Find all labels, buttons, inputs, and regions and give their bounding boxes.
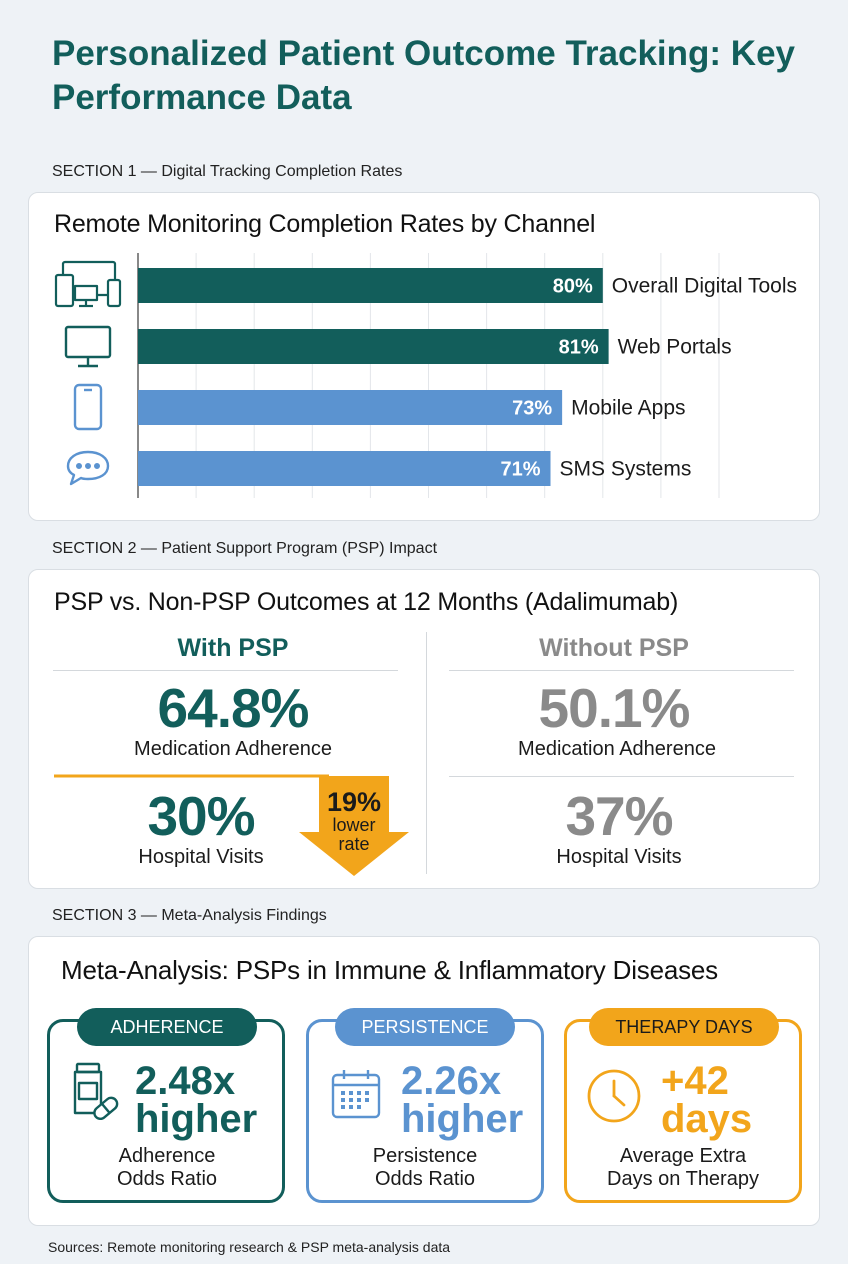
persistence-label: Persistence Odds Ratio [345, 1145, 505, 1191]
therapy-days-label-line1: Average Extra [619, 1145, 747, 1167]
section-3-label: SECTION 3 — Meta-Analysis Findings [52, 907, 327, 924]
persistence-pill: PERSISTENCE [335, 1008, 515, 1046]
page-title: Personalized Patient Outcome Tracking: K… [52, 34, 795, 117]
bar-web-portals [138, 329, 609, 364]
devices-icon [51, 259, 125, 311]
without-psp-mid-rule [449, 776, 794, 777]
adherence-pill: ADHERENCE [77, 1008, 257, 1046]
therapy-days-label-line2: Days on Therapy [607, 1168, 759, 1190]
adherence-value-suffix: higher [135, 1097, 258, 1141]
persistence-label-line1: Persistence [372, 1145, 478, 1167]
bar-mobile-apps [138, 390, 563, 425]
without-psp-adherence-label: Medication Adherence [518, 738, 716, 760]
bar-value-label: 81% [559, 337, 599, 359]
persistence-value: 2.26x [401, 1059, 502, 1103]
reduction-arrow [54, 774, 409, 876]
calendar-icon [329, 1067, 383, 1126]
without-psp-visits-label: Hospital Visits [556, 846, 682, 868]
psp-outcomes-title: PSP vs. Non-PSP Outcomes at 12 Months (A… [54, 588, 679, 616]
completion-rates-title: Remote Monitoring Completion Rates by Ch… [54, 210, 596, 238]
persistence-box [306, 1019, 544, 1203]
without-psp-adherence-value: 50.1% [538, 677, 691, 739]
adherence-value: 2.48x [135, 1059, 236, 1103]
therapy-days-value-suffix: days [661, 1097, 753, 1141]
without-psp-rule [449, 670, 794, 671]
bar-category-label: Overall Digital Tools [612, 275, 797, 298]
sources-note: Sources: Remote monitoring research & PS… [48, 1239, 451, 1255]
adherence-box [47, 1019, 285, 1203]
bar-category-label: Web Portals [618, 336, 732, 359]
reduction-callout: 19% lower rate [315, 788, 393, 854]
reduction-line2: rate [338, 834, 370, 854]
therapy-days-label: Average Extra Days on Therapy [585, 1145, 781, 1191]
with-psp-heading: With PSP [177, 634, 289, 662]
clock-icon [585, 1067, 643, 1130]
adherence-label-line1: Adherence [118, 1145, 216, 1167]
bar-sms-systems [138, 451, 551, 486]
bar-category-label: Mobile Apps [571, 397, 685, 420]
psp-outcomes-card: PSP vs. Non-PSP Outcomes at 12 Months (A… [28, 569, 820, 889]
adherence-label: Adherence Odds Ratio [87, 1145, 247, 1191]
bar-value-label: 71% [500, 459, 540, 481]
completion-bar-chart: 80% Overall Digital Tools 81% Web Portals 73… [137, 253, 797, 498]
bar-category-label: SMS Systems [560, 458, 692, 481]
without-psp-heading: Without PSP [539, 634, 689, 662]
smartphone-icon [51, 381, 125, 433]
with-psp-visits-value: 30% [147, 785, 255, 847]
with-psp-rule [53, 670, 398, 671]
without-psp-visits-value: 37% [565, 785, 673, 847]
therapy-days-pill: THERAPY DAYS [589, 1008, 779, 1046]
column-divider [426, 632, 427, 874]
with-psp-adherence-value: 64.8% [157, 677, 310, 739]
reduction-value: 19% [326, 787, 382, 817]
with-psp-adherence-label: Medication Adherence [134, 738, 332, 760]
meta-analysis-card: Meta-Analysis: PSPs in Immune & Inflamma… [28, 936, 820, 1226]
therapy-days-value: +42 [661, 1059, 729, 1103]
section-2-label: SECTION 2 — Patient Support Program (PSP… [52, 540, 438, 557]
bar-value-label: 73% [512, 398, 552, 420]
chat-bubble-icon [51, 442, 125, 494]
reduction-line1: lower [332, 815, 376, 835]
bar-value-label: 80% [553, 276, 593, 298]
persistence-value-suffix: higher [401, 1097, 524, 1141]
monitor-icon [51, 321, 125, 373]
persistence-label-line2: Odds Ratio [374, 1168, 476, 1190]
meta-analysis-title: Meta-Analysis: PSPs in Immune & Inflamma… [61, 955, 718, 985]
with-psp-visits-label: Hospital Visits [138, 846, 264, 868]
completion-rates-card: Remote Monitoring Completion Rates by Ch… [28, 192, 820, 521]
bar-overall-digital-tools [138, 268, 603, 303]
pill-bottle-icon [69, 1061, 119, 1128]
section-1-label: SECTION 1 — Digital Tracking Completion … [52, 163, 403, 180]
adherence-label-line2: Odds Ratio [116, 1168, 218, 1190]
